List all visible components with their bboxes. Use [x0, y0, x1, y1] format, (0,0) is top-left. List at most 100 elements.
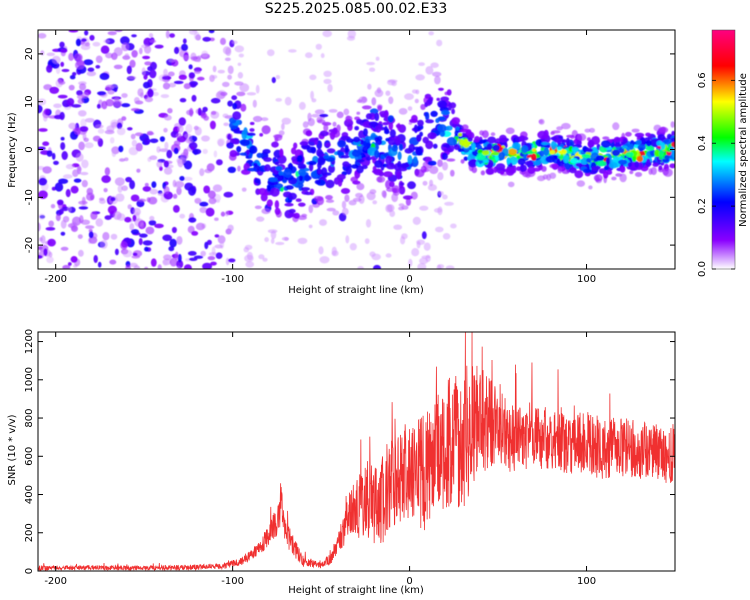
- heatmap-cell: [387, 115, 395, 123]
- heatmap-cell: [445, 265, 455, 269]
- heatmap-cell: [377, 105, 383, 112]
- heatmap-cell: [658, 165, 663, 171]
- heatmap-cell: [113, 97, 120, 103]
- heatmap-cell: [317, 119, 326, 124]
- heatmap-cell: [278, 130, 285, 136]
- heatmap-cell: [274, 161, 280, 166]
- heatmap-cell: [417, 263, 427, 269]
- heatmap-cell: [508, 148, 517, 156]
- heatmap-cell: [223, 122, 229, 127]
- heatmap-cell: [197, 58, 201, 63]
- heatmap-cell: [613, 136, 621, 143]
- heatmap-cell: [519, 135, 526, 142]
- heatmap-cell: [663, 168, 673, 177]
- heatmap-cell: [416, 134, 422, 142]
- heatmap-cell: [220, 211, 226, 217]
- snr-y-tick-label: 1200: [24, 329, 35, 354]
- heatmap-cell: [516, 155, 521, 160]
- heatmap-cell: [344, 194, 350, 202]
- heatmap-cell: [144, 96, 154, 103]
- heatmap-cell: [436, 264, 442, 269]
- heatmap-cell: [319, 130, 329, 137]
- spectrogram-y-tick-label: 10: [24, 95, 35, 108]
- heatmap-cell: [398, 108, 408, 115]
- heatmap-cell: [400, 236, 406, 245]
- heatmap-cell: [603, 166, 610, 171]
- heatmap-cell: [62, 264, 71, 269]
- heatmap-cell: [396, 171, 401, 180]
- heatmap-cell: [120, 36, 130, 45]
- heatmap-cell: [238, 53, 244, 58]
- heatmap-cell: [224, 210, 229, 217]
- heatmap-cell: [652, 162, 659, 167]
- heatmap-cell: [76, 94, 85, 100]
- heatmap-cell: [671, 130, 675, 137]
- heatmap-cell: [68, 122, 77, 130]
- heatmap-cell: [181, 43, 188, 52]
- heatmap-cell: [671, 150, 675, 158]
- heatmap-cell: [318, 246, 324, 255]
- heatmap-cell: [423, 242, 431, 251]
- heatmap-cell: [38, 222, 41, 232]
- heatmap-cell: [350, 176, 359, 183]
- heatmap-cell: [132, 207, 141, 216]
- heatmap-cell: [172, 193, 178, 199]
- heatmap-cell: [246, 251, 253, 261]
- heatmap-cell: [413, 156, 418, 164]
- heatmap-cell: [130, 229, 140, 235]
- heatmap-cell: [207, 256, 216, 261]
- heatmap-cell: [168, 246, 175, 252]
- heatmap-cell: [116, 127, 126, 136]
- heatmap-cell: [284, 202, 294, 207]
- heatmap-cell: [328, 109, 338, 113]
- heatmap-cell: [596, 160, 607, 167]
- heatmap-cell: [328, 164, 335, 174]
- heatmap-cell: [471, 142, 476, 152]
- heatmap-cell: [314, 179, 321, 185]
- heatmap-cell: [602, 136, 610, 140]
- heatmap-cell: [203, 185, 211, 194]
- heatmap-cell: [104, 167, 111, 176]
- heatmap-cell: [275, 75, 281, 80]
- heatmap-cell: [437, 124, 447, 133]
- heatmap-cell: [131, 139, 138, 147]
- heatmap-cell: [75, 38, 82, 47]
- heatmap-cell: [189, 107, 194, 117]
- heatmap-cell: [442, 194, 448, 200]
- heatmap-cell: [302, 121, 309, 128]
- heatmap-cell: [125, 264, 131, 269]
- heatmap-cell: [127, 75, 137, 80]
- heatmap-cell: [246, 167, 257, 172]
- heatmap-cell: [646, 158, 651, 168]
- heatmap-cell: [171, 226, 177, 234]
- heatmap-cell: [587, 140, 595, 148]
- heatmap-cell: [214, 234, 220, 238]
- heatmap-cell: [81, 196, 86, 205]
- heatmap-cell: [662, 139, 672, 145]
- heatmap-cell: [111, 149, 117, 157]
- heatmap-cell: [85, 225, 95, 230]
- heatmap-cell: [201, 135, 210, 142]
- heatmap-cell: [622, 138, 627, 144]
- heatmap-cell: [154, 223, 164, 229]
- heatmap-cell: [341, 207, 349, 216]
- heatmap-cell: [83, 137, 89, 142]
- heatmap-cell: [164, 141, 169, 150]
- heatmap-cell: [220, 91, 228, 96]
- heatmap-cell: [550, 136, 557, 141]
- heatmap-cell: [206, 239, 212, 246]
- heatmap-cell: [156, 146, 161, 153]
- heatmap-cell: [449, 102, 457, 109]
- heatmap-cell: [356, 159, 365, 163]
- heatmap-cell: [65, 163, 75, 170]
- heatmap-cell: [130, 194, 140, 202]
- heatmap-cell: [482, 159, 489, 163]
- heatmap-cell: [132, 214, 137, 222]
- heatmap-cell: [267, 49, 275, 57]
- heatmap-cell: [47, 238, 56, 247]
- heatmap-cell: [293, 212, 300, 219]
- heatmap-cell: [127, 127, 133, 131]
- heatmap-cell: [252, 162, 258, 167]
- heatmap-cell: [365, 113, 372, 120]
- heatmap-cell: [120, 241, 128, 250]
